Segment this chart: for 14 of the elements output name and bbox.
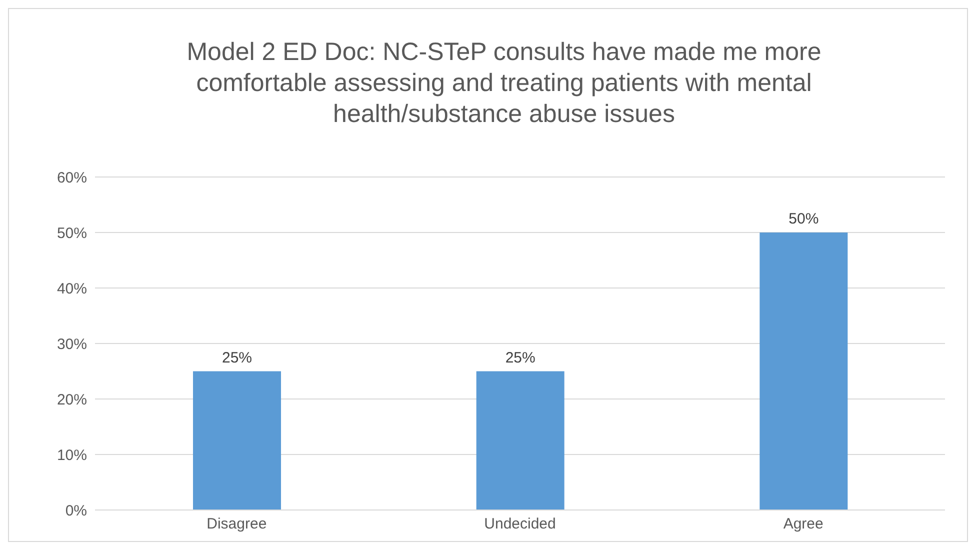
y-tick-label: 30% bbox=[56, 336, 87, 353]
data-label: 25% bbox=[505, 349, 536, 366]
x-tick-label: Disagree bbox=[206, 516, 267, 533]
data-label: 25% bbox=[222, 349, 252, 366]
y-tick-label: 40% bbox=[56, 280, 87, 298]
y-tick-label: 60% bbox=[56, 169, 87, 186]
y-tick-label: 10% bbox=[56, 446, 87, 464]
y-tick-label: 0% bbox=[65, 502, 87, 520]
data-label: 50% bbox=[788, 210, 819, 228]
y-tick-label: 50% bbox=[56, 224, 87, 242]
chart-title: Model 2 ED Doc: NC-STeP consults have made me more comfortable assessing and treating patients with mental health/substance abuse issues bbox=[186, 37, 822, 130]
x-tick-label: Undecided bbox=[484, 516, 556, 533]
y-tick-label: 20% bbox=[56, 391, 87, 408]
x-tick-label: Agree bbox=[783, 516, 824, 533]
